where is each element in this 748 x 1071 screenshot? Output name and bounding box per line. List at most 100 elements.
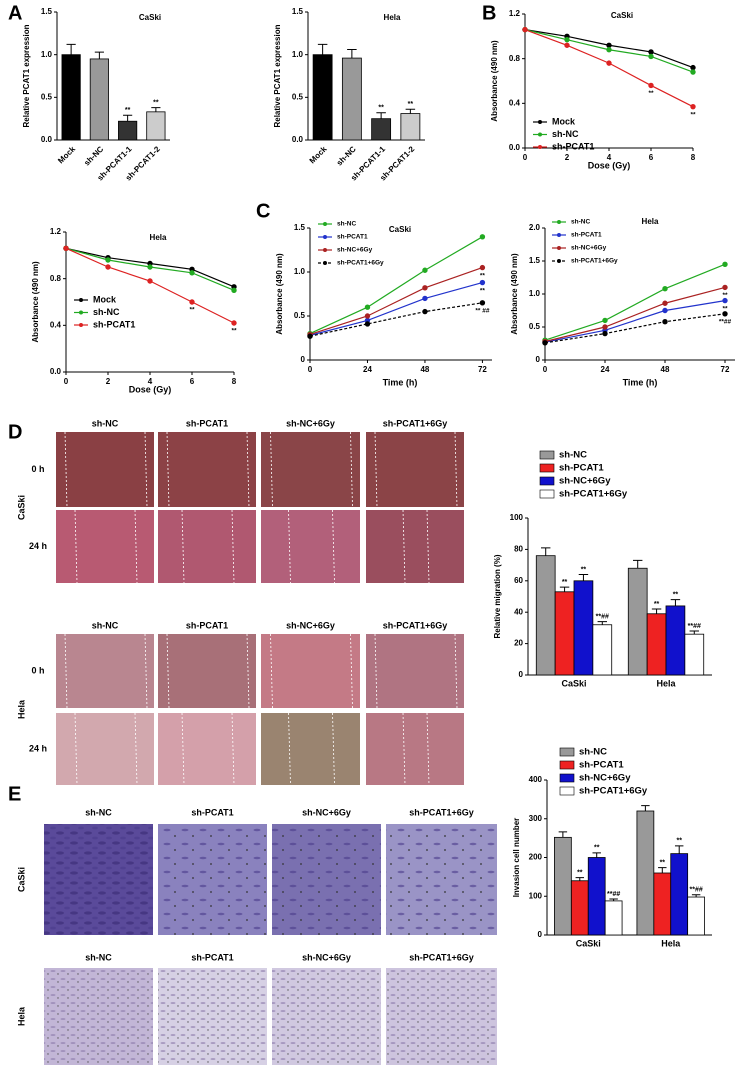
legend-label: sh-NC: [579, 747, 607, 758]
legend-label: sh-NC: [571, 219, 590, 226]
y-tick-label: 0.4: [509, 98, 521, 107]
error-bar: [123, 114, 133, 122]
x-tick-label: 0: [523, 153, 528, 162]
bar: [684, 633, 705, 676]
micrograph: [366, 510, 464, 583]
error-bar: [609, 898, 618, 901]
legend-marker: [323, 261, 327, 265]
legend-label: sh-NC+6Gy: [579, 773, 631, 784]
point: [105, 257, 111, 263]
y-tick-label: 1.0: [41, 50, 53, 59]
line: [544, 300, 726, 343]
significance: **##: [719, 319, 732, 326]
wound-edge: [288, 509, 291, 584]
significance: **: [654, 601, 660, 608]
significance: **: [722, 305, 728, 312]
point: [189, 299, 195, 305]
point: [422, 267, 428, 273]
micrograph: [261, 713, 360, 785]
y-tick-label: 0: [301, 355, 306, 364]
legend-label: sh-PCAT1: [552, 141, 594, 151]
micrograph: [158, 634, 256, 708]
wound-edge: [374, 431, 378, 508]
y-tick-label: 0.5: [294, 311, 306, 320]
significance: **: [690, 111, 696, 118]
micrograph: [261, 510, 360, 583]
column-header: sh-NC: [92, 418, 119, 428]
y-tick-label: 20: [514, 639, 523, 648]
y-tick-label: 200: [529, 853, 543, 862]
legend-label: sh-PCAT1: [579, 760, 624, 771]
significance: **##: [690, 887, 703, 894]
cell-line-label: Hela: [16, 1006, 26, 1026]
wound-edge: [74, 509, 78, 584]
micrograph-texture: [386, 968, 497, 1065]
error-bar: [691, 894, 701, 898]
significance: **: [648, 90, 654, 97]
error-bar: [658, 867, 667, 873]
micrograph: [366, 634, 464, 708]
point: [564, 42, 570, 48]
wound-edge: [454, 431, 458, 508]
x-tick-label: Mock: [56, 144, 77, 165]
y-tick-label: 0: [519, 670, 524, 679]
point: [307, 333, 313, 339]
wound-edge: [166, 431, 170, 508]
bar: [400, 113, 421, 141]
wound-edge: [350, 633, 353, 709]
point: [690, 69, 696, 75]
legend-marker: [79, 298, 83, 302]
bar: [61, 54, 81, 141]
legend-marker: [557, 220, 561, 224]
error-bar: [689, 630, 700, 635]
wound-edge: [332, 509, 335, 584]
bar: [592, 624, 613, 676]
point: [105, 264, 111, 270]
y-tick-label: 1.5: [294, 223, 306, 232]
y-tick-label: 0.8: [50, 274, 62, 283]
error-bar: [632, 559, 643, 569]
wound-edge: [166, 633, 170, 709]
bar: [535, 555, 556, 676]
column-header: sh-NC: [85, 952, 112, 962]
bar: [665, 605, 686, 676]
significance: ** ##: [475, 308, 489, 315]
y-tick-label: 0: [536, 355, 541, 364]
significance: **: [125, 107, 131, 114]
legend-marker: [538, 132, 542, 137]
line: [524, 29, 694, 108]
y-tick-label: 40: [514, 607, 523, 616]
y-tick-label: 100: [510, 513, 524, 522]
row-label: 24 h: [29, 541, 47, 551]
wound-edge: [231, 712, 235, 786]
legend-swatch: [539, 463, 555, 473]
panel-label: A: [8, 2, 22, 24]
line: [544, 313, 726, 344]
y-tick-label: 100: [529, 891, 543, 900]
error-bar: [575, 877, 585, 881]
micrograph: [366, 713, 464, 785]
wound-edge: [74, 712, 78, 786]
legend-marker: [323, 235, 327, 239]
x-tick-label: sh-NC: [82, 144, 105, 167]
micrograph-texture: [158, 968, 267, 1065]
legend-label: sh-NC: [559, 450, 587, 461]
significance: **: [153, 99, 159, 106]
micrograph: [56, 432, 154, 507]
micrograph: [56, 510, 154, 583]
error-bar: [651, 608, 662, 614]
x-tick-label: 4: [148, 377, 153, 386]
legend-marker: [538, 145, 542, 149]
wound-edge: [426, 509, 430, 584]
x-tick-label: 24: [601, 365, 610, 374]
legend-label: sh-PCAT1: [93, 319, 135, 329]
legend-swatch: [559, 747, 575, 757]
significance: **: [189, 307, 195, 314]
y-tick-label: 0.0: [509, 143, 521, 152]
significance: **: [660, 859, 666, 866]
wound-edge: [402, 712, 406, 786]
y-tick-label: 1.5: [41, 7, 53, 16]
y-axis-label: Relative migration (%): [493, 554, 502, 638]
column-header: sh-NC+6Gy: [302, 952, 351, 962]
point: [662, 286, 668, 292]
